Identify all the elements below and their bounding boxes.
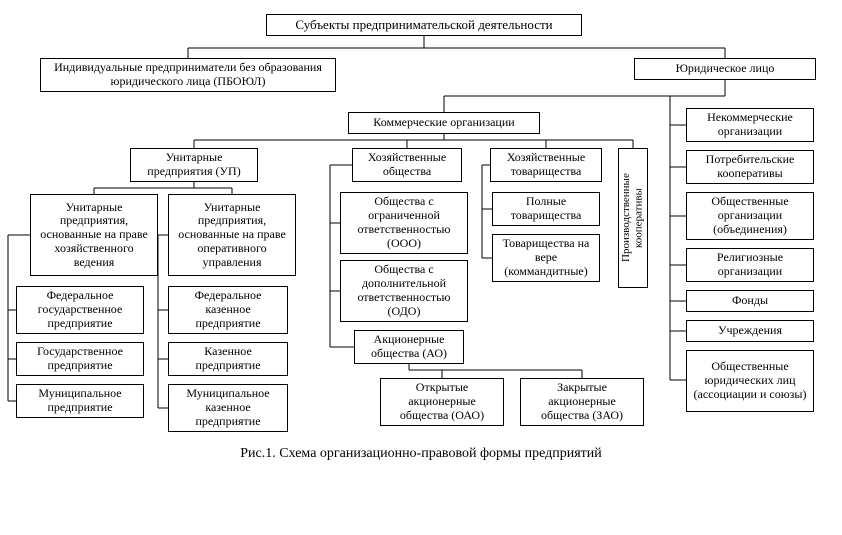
node-pboyul: Индивидуальные предприниматели без образ… [40, 58, 336, 92]
node-mun-pred: Муниципальное предприятие [16, 384, 144, 418]
node-kaz-pred: Казенное предприятие [168, 342, 288, 376]
node-commercial: Коммерческие организации [348, 112, 540, 134]
node-potreb: Потребительские кооперативы [686, 150, 814, 184]
node-gos-pred: Государственное предприятие [16, 342, 144, 376]
node-fondy: Фонды [686, 290, 814, 312]
node-relig: Религиозные организации [686, 248, 814, 282]
node-hoz-obsch: Хозяйственные общества [352, 148, 462, 182]
node-ao: Акционерные общества (АО) [354, 330, 464, 364]
node-up-hozved: Унитарные предприятия, основанные на пра… [30, 194, 158, 276]
node-prod-coop: Производственные кооперативы [618, 148, 648, 288]
node-komm: Товарищества на вере (коммандитные) [492, 234, 600, 282]
node-polnye: Полные товарищества [492, 192, 600, 226]
node-odo: Общества с дополнительной ответственност… [340, 260, 468, 322]
node-fed-kaz: Федеральное казенное предприятие [168, 286, 288, 334]
node-root: Субъекты предпринимательской деятельност… [266, 14, 582, 36]
node-assoc: Общественные юридических лиц (ассоциации… [686, 350, 814, 412]
node-up-operupr: Унитарные предприятия, основанные на пра… [168, 194, 296, 276]
node-obschest: Общественные организации (объединения) [686, 192, 814, 240]
node-uchr: Учреждения [686, 320, 814, 342]
node-zao: Закрытые акционерные общества (ЗАО) [520, 378, 644, 426]
node-fed-gos: Федеральное государственное предприятие [16, 286, 144, 334]
node-mun-kaz: Муниципальное казенное предприятие [168, 384, 288, 432]
node-nekomm: Некоммерческие организации [686, 108, 814, 142]
node-hoz-tov: Хозяйственные товарищества [490, 148, 602, 182]
figure-caption: Рис.1. Схема организационно-правовой фор… [0, 446, 842, 462]
node-yurlico: Юридическое лицо [634, 58, 816, 80]
node-up: Унитарные предприятия (УП) [130, 148, 258, 182]
node-oao: Открытые акционерные общества (ОАО) [380, 378, 504, 426]
node-ooo: Общества с ограниченной ответственностью… [340, 192, 468, 254]
